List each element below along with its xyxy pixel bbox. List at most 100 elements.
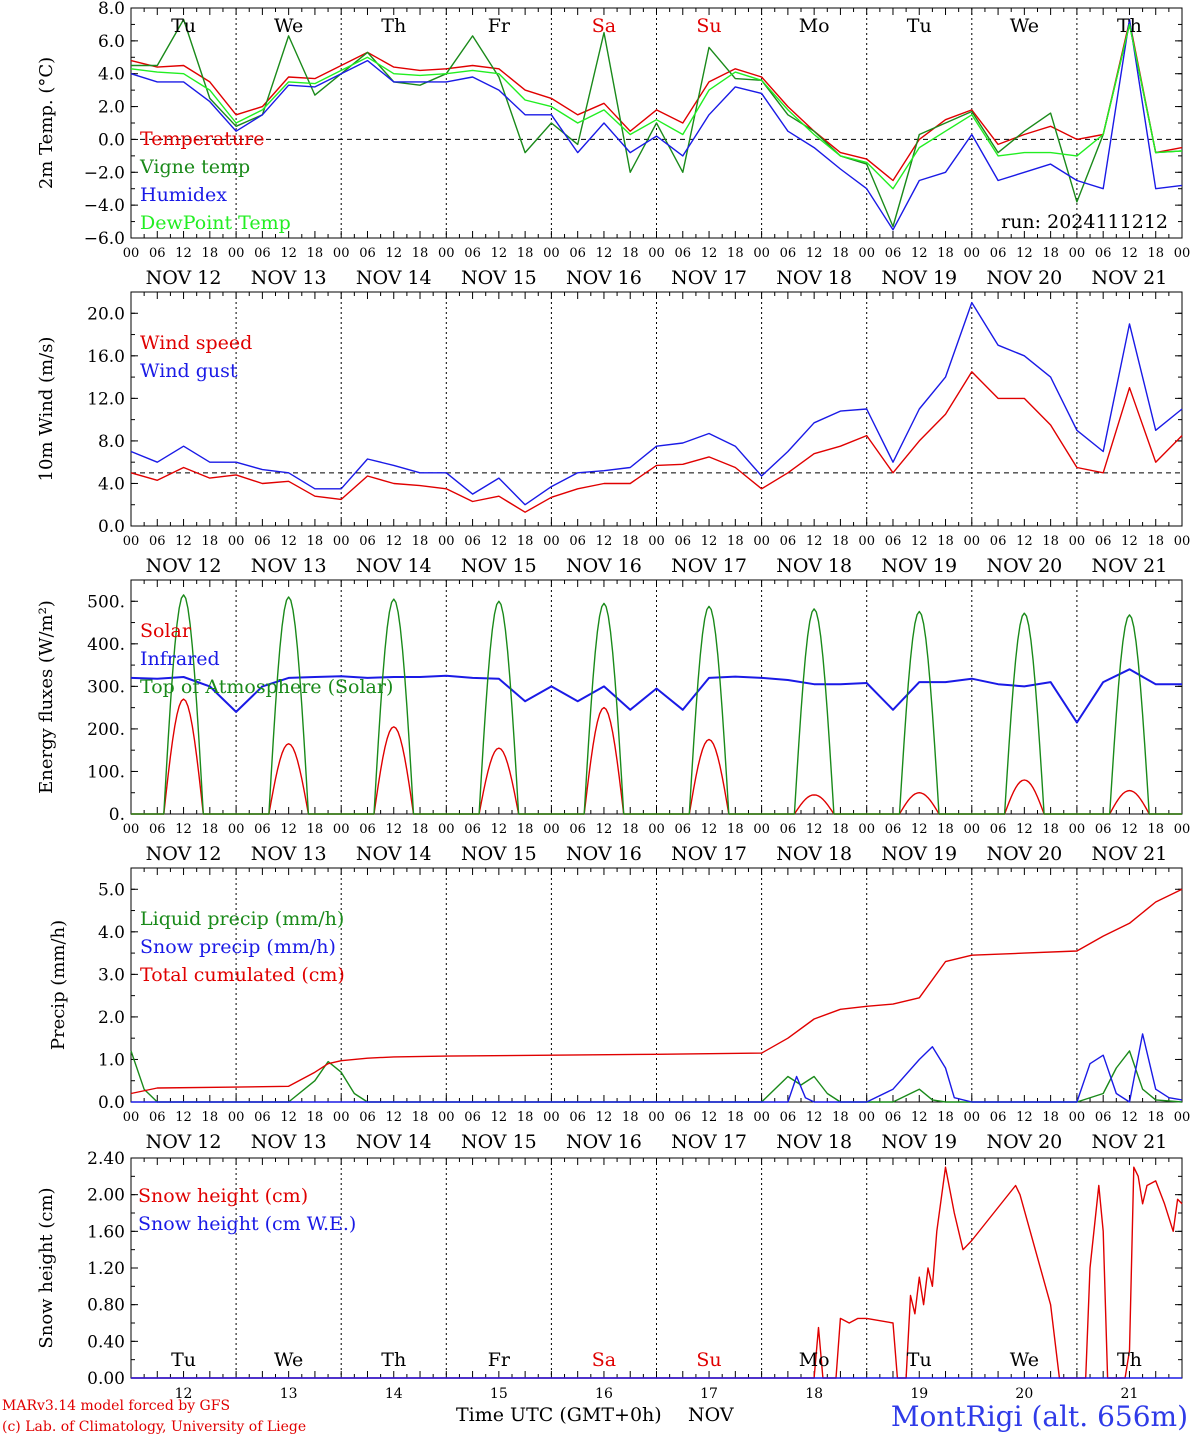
series-snow-height-cm [131, 1166, 1183, 1379]
y-tick-label: 0.0 [98, 1093, 125, 1113]
weekday-label-top: Th [1117, 15, 1142, 37]
hour-tick-label: 12 [280, 822, 297, 837]
hour-tick-label: 06 [569, 822, 586, 837]
day-label: NOV 19 [881, 267, 957, 289]
weekday-label-top: Th [381, 15, 406, 37]
hour-tick-label: 06 [675, 246, 692, 261]
y-tick-label: 400. [87, 635, 125, 655]
day-number-label: 14 [385, 1386, 403, 1402]
hour-tick-label: 18 [307, 246, 324, 261]
hour-tick-label: 00 [438, 534, 455, 549]
day-label: NOV 12 [146, 843, 222, 865]
hour-tick-label: 12 [491, 822, 508, 837]
hour-tick-label: 00 [123, 822, 140, 837]
hour-tick-label: 18 [727, 822, 744, 837]
day-label: NOV 21 [1092, 843, 1168, 865]
y-axis-label: 10m Wind (m/s) [36, 337, 57, 482]
hour-tick-label: 06 [990, 1110, 1007, 1125]
hour-tick-label: 06 [780, 534, 797, 549]
hour-tick-label: 12 [911, 534, 928, 549]
hour-tick-label: 18 [307, 822, 324, 837]
weekday-label-bottom: Su [696, 1349, 721, 1371]
run-annotation: run: 2024111212 [1001, 211, 1168, 233]
day-label: NOV 20 [986, 555, 1062, 577]
series-liquid-precip-mm-h [130, 1050, 1183, 1103]
hour-tick-label: 00 [753, 822, 770, 837]
hour-tick-label: 12 [175, 246, 192, 261]
y-tick-label: 300. [87, 677, 125, 697]
hour-tick-label: 00 [858, 246, 875, 261]
panel-1: −6.0 −4.0 −2.0 0.0 2.0 4.0 6.0 8.0 2m Temp. (°C)… [36, 0, 1190, 289]
hour-tick-label: 00 [543, 534, 560, 549]
hour-tick-label: 12 [806, 534, 823, 549]
hour-tick-label: 00 [438, 246, 455, 261]
hour-tick-label: 00 [964, 822, 981, 837]
y-tick-label: 5.0 [98, 880, 125, 900]
legend-entry: Snow height (cm) [138, 1185, 308, 1207]
hour-tick-label: 12 [806, 1110, 823, 1125]
series-temperature [130, 20, 1183, 182]
hour-tick-label: 12 [385, 822, 402, 837]
hour-tick-label: 12 [1016, 534, 1033, 549]
day-number-label: 16 [595, 1386, 613, 1402]
panel-5: 0.00 0.40 0.80 1.20 1.60 2.00 2.40 Snow height … [36, 1149, 1183, 1389]
y-tick-label: 2.00 [87, 1186, 125, 1206]
y-tick-label: 4.0 [98, 65, 125, 85]
day-label: NOV 14 [356, 843, 432, 865]
hour-tick-label: 12 [491, 1110, 508, 1125]
hour-tick-label: 06 [885, 822, 902, 837]
series-humidex [130, 18, 1183, 231]
weekday-label-bottom: We [274, 1349, 303, 1371]
y-tick-label: 8.0 [98, 0, 125, 19]
y-tick-label: 8.0 [98, 432, 125, 452]
day-label: NOV 12 [146, 1131, 222, 1153]
hour-tick-label: 00 [333, 1110, 350, 1125]
hour-tick-label: 06 [149, 822, 166, 837]
day-number-label: 20 [1015, 1386, 1033, 1402]
hour-tick-label: 00 [438, 1110, 455, 1125]
hour-tick-label: 18 [412, 822, 429, 837]
hour-tick-label: 12 [1016, 1110, 1033, 1125]
hour-tick-label: 06 [149, 246, 166, 261]
day-label: NOV 13 [251, 267, 327, 289]
legend-entry: Solar [140, 620, 192, 642]
hour-tick-label: 06 [569, 1110, 586, 1125]
hour-tick-label: 00 [648, 534, 665, 549]
day-label: NOV 13 [251, 843, 327, 865]
hour-tick-label: 06 [569, 534, 586, 549]
hour-tick-label: 18 [622, 1110, 639, 1125]
series-vigne-temp [131, 18, 1183, 228]
hour-tick-label: 00 [648, 246, 665, 261]
hour-tick-label: 06 [254, 1110, 271, 1125]
hour-tick-label: 00 [964, 1110, 981, 1125]
hour-tick-label: 12 [911, 1110, 928, 1125]
y-axis-label: Snow height (cm) [36, 1187, 57, 1348]
hour-tick-label: 00 [228, 822, 245, 837]
hour-tick-label: 00 [1069, 1110, 1086, 1125]
hour-tick-label: 12 [596, 246, 613, 261]
y-tick-label: 12.0 [87, 389, 125, 409]
hour-tick-label: 18 [517, 1110, 534, 1125]
hour-tick-label: 12 [596, 1110, 613, 1125]
hour-tick-label: 18 [1042, 246, 1059, 261]
y-tick-label: −2.0 [84, 163, 125, 183]
series-snow-precip-mm-h [131, 1033, 1183, 1103]
hour-tick-label: 18 [307, 534, 324, 549]
hour-tick-label: 06 [464, 1110, 481, 1125]
weekday-label-bottom: Tu [907, 1349, 932, 1371]
hour-tick-label: 18 [517, 534, 534, 549]
day-label: NOV 18 [776, 267, 852, 289]
hour-tick-label: 12 [701, 822, 718, 837]
y-tick-label: 500. [87, 592, 125, 612]
hour-tick-label: 18 [937, 534, 954, 549]
hour-tick-label: 18 [937, 1110, 954, 1125]
hour-tick-label: 00 [753, 534, 770, 549]
hour-tick-label: 18 [622, 534, 639, 549]
y-tick-label: 16.0 [87, 347, 125, 367]
weekday-label-bottom: Fr [488, 1349, 511, 1371]
hour-tick-label: 12 [701, 246, 718, 261]
legend-entry: Temperature [140, 128, 264, 150]
hour-tick-label: 00 [1174, 822, 1191, 837]
series-total-cumulated-cm [130, 888, 1183, 1095]
station-name: MontRigi (alt. 656m) [890, 1400, 1188, 1433]
